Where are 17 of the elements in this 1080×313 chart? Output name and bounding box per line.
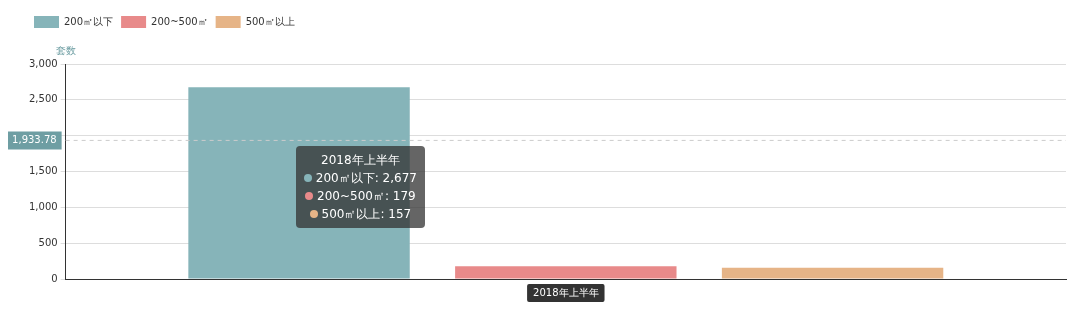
annotation: 500㎡以上: 157 xyxy=(321,207,412,221)
y-tick-label: 500 xyxy=(38,236,58,248)
y-tick-label: 1,000 xyxy=(28,200,58,212)
legend-label: 500㎡以上 xyxy=(245,15,295,27)
legend-label: 200~500㎡ xyxy=(151,15,208,27)
y-tick-label: 0 xyxy=(51,272,58,284)
bar xyxy=(721,267,944,279)
y-tick-label: 1,500 xyxy=(28,165,58,177)
y-tick-label: 2,500 xyxy=(28,93,58,105)
y-tick-label: 3,000 xyxy=(28,57,58,69)
annotation: 200~500㎡: 179 xyxy=(317,189,416,203)
legend-label: 200㎡以下 xyxy=(64,15,114,27)
ref-line-label: 1,933.78 xyxy=(12,134,57,146)
annotation: 200㎡以下: 2,677 xyxy=(315,171,417,185)
y-axis-title: 套数 xyxy=(55,44,76,56)
annotation: 2018年上半年 xyxy=(321,153,400,167)
bar xyxy=(455,266,677,279)
